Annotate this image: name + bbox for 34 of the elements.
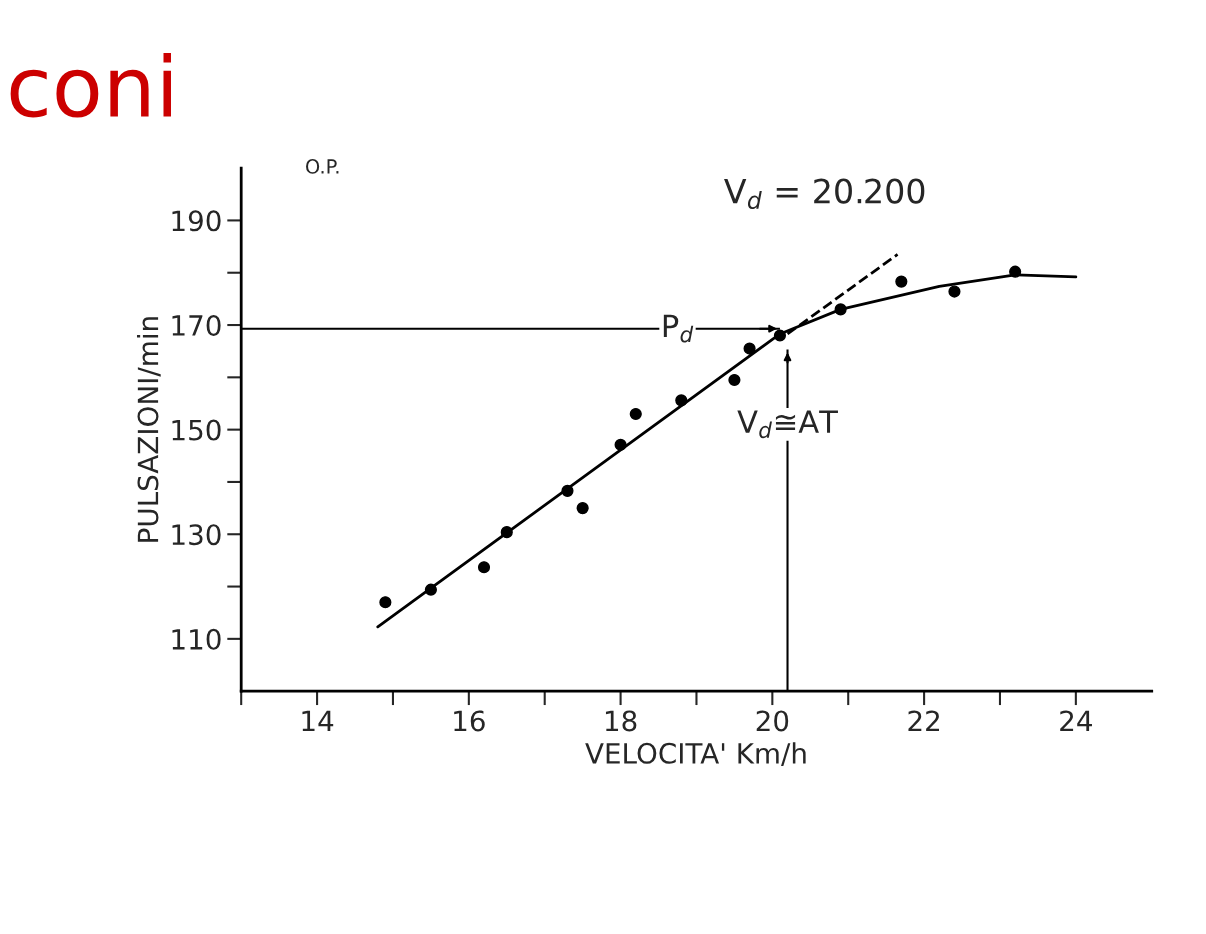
x-tick-label: 20 [756, 710, 789, 732]
x-tick-label: 24 [1060, 710, 1092, 732]
x-axis-title: VELOCITA' Km/h [585, 742, 806, 767]
point [743, 342, 756, 355]
ref-line-label: V$_{d}$≅AT [737, 410, 838, 439]
point [948, 285, 961, 298]
point [561, 484, 574, 497]
annotation: V$_{d}$ = 20.200 [724, 178, 925, 210]
x-tick-label: 22 [908, 710, 939, 732]
y-axis-title: PULSAZIONI/min [136, 317, 161, 542]
y-tick-label: 170 [172, 314, 221, 336]
chart-title: coni [10, 53, 171, 118]
point [477, 561, 491, 574]
point [500, 526, 513, 539]
x-tick-label: 18 [605, 710, 637, 732]
y-tick-label: 190 [172, 210, 221, 232]
y-tick-label: 130 [172, 524, 221, 546]
annotation: O.P. [306, 159, 339, 174]
point [576, 502, 589, 515]
point [629, 407, 642, 421]
point [773, 329, 787, 342]
point [834, 303, 847, 316]
x-tick-label: 14 [302, 710, 334, 732]
x-tick-label: 16 [454, 710, 485, 732]
point [614, 438, 627, 451]
point [1009, 265, 1022, 278]
y-tick-label: 110 [172, 628, 221, 650]
point [379, 596, 392, 609]
point [895, 275, 908, 288]
y-tick-label: 150 [172, 419, 221, 441]
ref-line-label: P$_{d}$ [663, 314, 694, 343]
point [424, 583, 437, 596]
point [728, 373, 741, 387]
point [675, 394, 688, 407]
